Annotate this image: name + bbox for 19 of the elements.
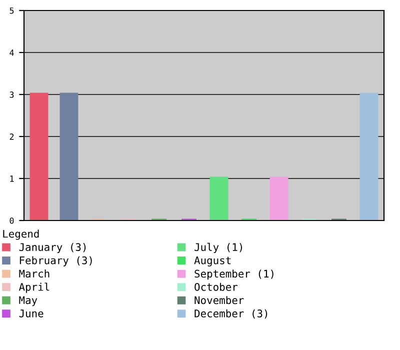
legend-label: September (1) <box>194 270 274 280</box>
legend-label: December (3) <box>194 309 268 319</box>
y-tick-label: 5 <box>10 8 14 14</box>
legend-label: March <box>19 269 50 278</box>
legend-label: July (1) <box>194 242 242 254</box>
legend-label: October <box>194 282 238 291</box>
legend-label: January (3) <box>19 242 86 254</box>
y-tick-label: 1 <box>10 176 14 182</box>
y-tick-label: 2 <box>10 134 14 140</box>
y-tick-label: 3 <box>10 92 14 98</box>
legend-label: February (3) <box>20 256 92 266</box>
y-tick-label: 4 <box>10 50 14 56</box>
y-tick-label: 0 <box>10 218 14 224</box>
legend-label: April <box>18 282 50 293</box>
legend-label: November <box>194 296 244 304</box>
legend-label: May <box>19 296 38 306</box>
legend-title: Legend <box>3 230 39 240</box>
legend-label: August <box>194 256 231 266</box>
legend-label: June <box>19 310 44 318</box>
